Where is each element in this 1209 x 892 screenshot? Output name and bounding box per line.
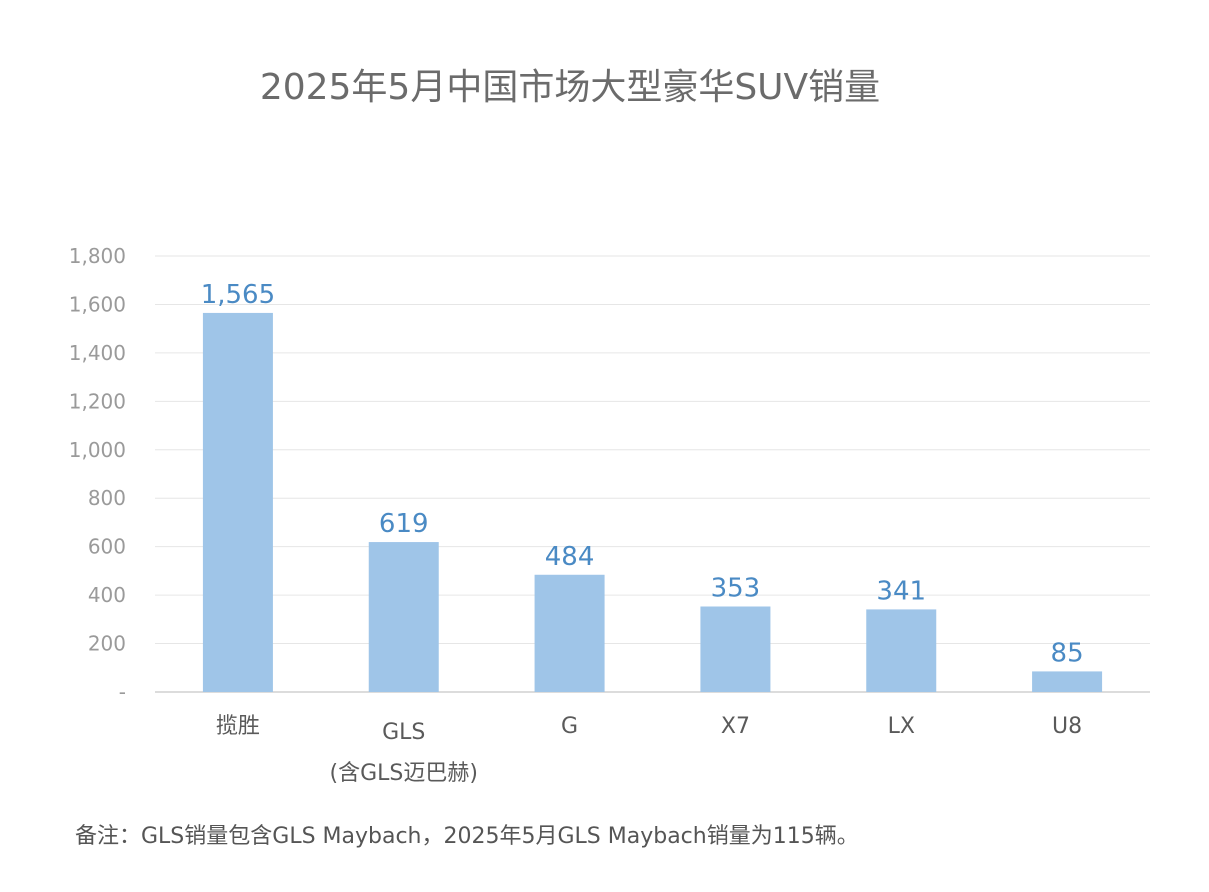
grid-lines [155,255,1150,693]
y-tick-label: 1,200 [69,389,126,413]
bar [1032,671,1103,692]
y-tick-label: 1,000 [69,438,126,462]
y-tick-label: 1,400 [69,341,126,365]
x-tick-label: LX [888,714,915,739]
data-label: 341 [876,576,926,606]
x-tick-label: 揽胜 [216,714,260,739]
chart-title: 2025年5月中国市场大型豪华SUV销量 [259,67,881,108]
data-label: 619 [379,509,429,539]
data-label: 353 [711,573,761,603]
bar [866,609,937,692]
x-tick-label: GLS [382,720,425,745]
footnote: 备注：GLS销量包含GLS Maybach，2025年5月GLS Maybach… [75,824,859,849]
x-tick-label: X7 [721,714,750,739]
x-tick-label: G [561,714,578,739]
y-tick-label: 1,600 [69,292,126,316]
bars [202,312,1103,692]
data-label: 85 [1051,638,1084,668]
data-labels: 1,565 619 484 353 341 85 [201,280,1084,668]
x-tick-sublabel: (含GLS迈巴赫) [330,761,478,786]
bar [202,312,273,692]
y-tick-label: 1,800 [69,244,126,268]
y-tick-label: 600 [88,535,126,559]
bar [368,542,439,692]
y-tick-label: - [119,680,126,704]
data-label: 1,565 [201,280,275,310]
bar [700,606,771,692]
y-tick-label: 800 [88,486,126,510]
y-tick-label: 200 [88,632,126,656]
y-tick-label: 400 [88,583,126,607]
data-label: 484 [545,542,595,572]
bar [534,574,605,692]
y-axis-ticks: - 200 400 600 800 1,000 1,200 1,400 1,600 1,800 [69,244,126,704]
x-axis-ticks: 揽胜 GLS (含GLS迈巴赫) G X7 LX U8 [216,714,1082,786]
x-tick-label: U8 [1052,714,1082,739]
